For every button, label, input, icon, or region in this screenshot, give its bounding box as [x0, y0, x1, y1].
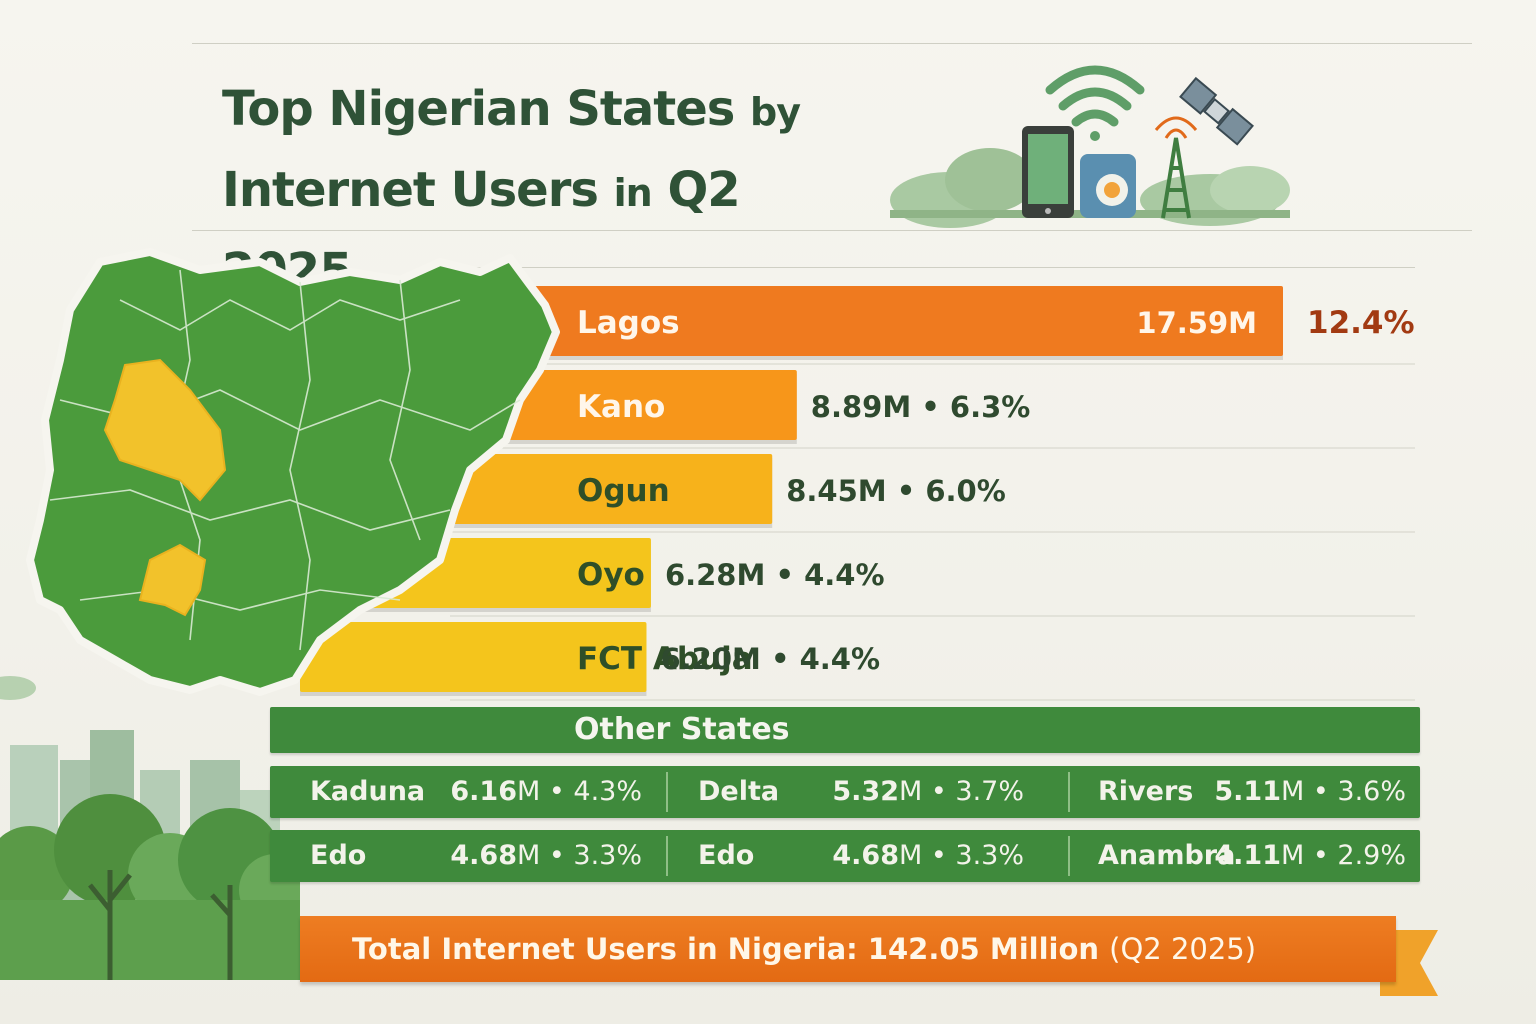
cell-divider: [666, 772, 668, 812]
top-rule: [192, 43, 1472, 44]
title-line1-small: by: [750, 90, 801, 134]
bar-category-label: Ogun: [577, 473, 670, 509]
state-cell-edo-2: Edo 4.68M • 3.3%: [668, 830, 1048, 882]
title-rule: [192, 230, 1472, 231]
state-cell-kaduna: Kaduna 6.16M • 4.3%: [270, 766, 666, 818]
state-cell-rivers: Rivers 5.11M • 3.6%: [1070, 766, 1420, 818]
state-value: 4.11M • 2.9%: [1214, 840, 1406, 871]
bar-value-label: 6.28M • 4.4%: [665, 558, 885, 592]
bar-value-label: 6.20M • 4.4%: [660, 642, 880, 676]
state-value: 5.32M • 3.7%: [832, 776, 1024, 807]
state-value: 4.68M • 3.3%: [832, 840, 1024, 871]
bars-rule: [450, 267, 1415, 268]
state-value: 5.11M • 3.6%: [1214, 776, 1406, 807]
bushes-decor: [890, 148, 1290, 228]
cell-divider: [1068, 836, 1070, 876]
bar-category-label: Kano: [577, 389, 665, 425]
state-cell-anambra: Anambra 4.11M • 2.9%: [1070, 830, 1420, 882]
state-name: Delta: [698, 776, 780, 807]
bar-category-label: FCT Abuja: [577, 641, 753, 677]
bar-value-label: 8.45M • 6.0%: [786, 474, 1006, 508]
state-value: 6.16M • 4.3%: [450, 776, 642, 807]
title-line1-main: Top Nigerian States: [222, 81, 735, 137]
other-states-title: Other States: [574, 712, 790, 747]
bar-category-label: Lagos: [577, 305, 680, 341]
tech-illustration: [890, 65, 1290, 228]
highlight-state-south: [138, 543, 207, 617]
banner-sub: (Q2 2025): [1109, 932, 1257, 966]
bar-share-label: 12.4%: [1307, 305, 1415, 341]
bar-value-label: 17.59M: [1136, 306, 1257, 340]
state-cell-delta: Delta 5.32M • 3.7%: [668, 766, 1048, 818]
bar-value-label: 8.89M • 6.3%: [811, 390, 1031, 424]
city-skyline: [0, 676, 300, 980]
cell-divider: [666, 836, 668, 876]
other-states-row: Edo 4.68M • 3.3% Edo 4.68M • 3.3% Anambr…: [270, 830, 1420, 882]
wifi-icon: [1045, 65, 1145, 141]
nigeria-map: [26, 248, 560, 696]
title-line2-main: Internet Users: [222, 162, 599, 218]
state-value: 4.68M • 3.3%: [450, 840, 642, 871]
other-states-header: Other States: [270, 707, 1420, 753]
highlight-state-north: [103, 358, 227, 502]
other-states-row: Kaduna 6.16M • 4.3% Delta 5.32M • 3.7% R…: [270, 766, 1420, 818]
banner-main: Total Internet Users in Nigeria: 142.05 …: [352, 932, 1100, 966]
bar-category-label: Oyo: [577, 557, 645, 593]
satellite-icon: [1179, 76, 1254, 146]
bar-fct-abuja: [300, 622, 647, 692]
state-name: Anambra: [1098, 840, 1236, 871]
smartphone-icon: [1022, 126, 1074, 218]
cell-divider: [1068, 772, 1070, 812]
state-name: Kaduna: [310, 776, 426, 807]
page-title: Top Nigerian States by Internet Users in…: [222, 70, 862, 310]
title-line2-small: in: [613, 171, 653, 215]
state-cell-edo: Edo 4.68M • 3.3%: [270, 830, 666, 882]
total-users-banner: Total Internet Users in Nigeria: 142.05 …: [300, 916, 1396, 982]
banner-text: Total Internet Users in Nigeria: 142.05 …: [352, 916, 1256, 982]
cell-tower-icon: [1154, 116, 1198, 219]
trees: [0, 794, 300, 980]
state-name: Edo: [698, 840, 755, 871]
state-name: Rivers: [1098, 776, 1194, 807]
tablet-icon: [1080, 154, 1136, 218]
state-name: Edo: [310, 840, 367, 871]
